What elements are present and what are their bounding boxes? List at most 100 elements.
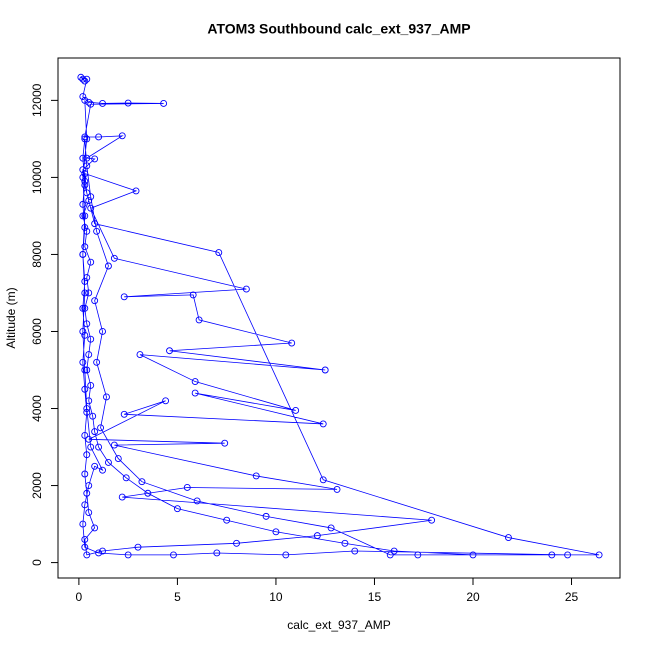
data-point — [83, 451, 91, 459]
data-point — [99, 328, 106, 335]
y-tick-label: 12000 — [30, 83, 44, 117]
data-point — [122, 474, 130, 482]
data-point — [414, 551, 422, 559]
data-point — [81, 277, 89, 285]
data-point — [160, 100, 168, 107]
data-point — [166, 347, 173, 355]
data-point — [81, 133, 89, 141]
data-point — [136, 351, 144, 359]
data-point — [120, 410, 128, 418]
data-point — [118, 132, 126, 140]
data-point — [83, 154, 91, 162]
data-point — [132, 187, 140, 195]
data-point — [81, 385, 89, 393]
data-point — [81, 96, 89, 104]
data-point — [114, 455, 122, 463]
data-point — [77, 73, 85, 81]
data-point — [83, 551, 91, 559]
data-point — [282, 551, 290, 559]
data-point — [81, 135, 89, 143]
data-point — [81, 501, 89, 509]
data-point — [81, 366, 89, 374]
data-point — [81, 331, 89, 339]
data-point — [321, 366, 329, 374]
data-point — [95, 133, 103, 141]
y-tick-label: 4000 — [30, 395, 44, 422]
data-point — [83, 135, 91, 143]
data-point — [91, 462, 99, 470]
data-point — [99, 466, 106, 474]
data-point — [272, 528, 280, 536]
x-tick-label: 25 — [565, 590, 579, 604]
data-point — [85, 397, 93, 405]
x-axis-label: calc_ext_937_AMP — [287, 618, 390, 632]
data-point — [292, 406, 300, 414]
data-point — [85, 98, 93, 106]
data-point — [87, 258, 95, 266]
data-point — [83, 320, 91, 328]
data-point — [87, 100, 95, 108]
data-point — [79, 358, 87, 366]
x-tick-label: 10 — [269, 590, 283, 604]
data-point — [91, 155, 99, 163]
data-point — [191, 389, 199, 397]
data-point — [319, 476, 327, 484]
data-point — [79, 304, 87, 312]
data-point — [170, 551, 177, 559]
data-point — [351, 547, 359, 555]
data-point — [85, 351, 93, 359]
data-point — [233, 539, 240, 547]
data-point — [118, 493, 126, 501]
data-point — [162, 397, 170, 405]
data-point — [173, 505, 181, 513]
data-point — [81, 224, 89, 231]
data-line — [80, 76, 600, 556]
data-point — [79, 212, 87, 220]
data-point — [81, 289, 89, 297]
data-point — [81, 181, 89, 189]
data-point — [95, 443, 103, 451]
data-point — [469, 551, 477, 559]
data-point — [79, 328, 87, 335]
data-point — [83, 274, 91, 282]
data-point — [79, 166, 87, 174]
data-point — [85, 197, 93, 204]
data-point — [81, 536, 89, 543]
data-point — [104, 458, 112, 466]
data-point — [85, 482, 93, 490]
data-point — [97, 424, 105, 432]
x-tick-label: 20 — [466, 590, 480, 604]
data-point — [91, 220, 99, 228]
chart-title: ATOM3 Southbound calc_ext_937_AMP — [207, 21, 470, 37]
data-point — [81, 543, 89, 551]
y-tick-label: 2000 — [30, 472, 44, 499]
y-tick-label: 10000 — [30, 160, 44, 194]
data-point — [104, 262, 112, 270]
y-tick-label: 8000 — [30, 241, 44, 268]
data-point — [193, 497, 201, 505]
data-point — [124, 551, 132, 559]
data-point — [252, 472, 260, 480]
data-point — [505, 534, 512, 542]
data-point — [242, 285, 250, 293]
data-point — [215, 249, 223, 256]
data-point — [138, 478, 146, 486]
data-point — [262, 512, 270, 520]
data-point — [95, 549, 103, 557]
data-point — [87, 335, 95, 343]
data-point — [81, 470, 89, 478]
y-axis-label: Altitude (m) — [4, 287, 18, 348]
data-point — [81, 432, 89, 439]
data-point — [223, 516, 231, 524]
data-point — [83, 366, 91, 374]
x-tick-label: 5 — [174, 590, 181, 604]
data-point — [79, 154, 87, 162]
data-point — [103, 393, 110, 401]
data-point — [81, 77, 89, 85]
data-point — [79, 250, 87, 258]
data-point — [85, 435, 93, 443]
data-point — [83, 75, 91, 83]
data-point — [79, 93, 87, 100]
data-point — [288, 339, 296, 347]
x-tick-label: 15 — [368, 590, 382, 604]
